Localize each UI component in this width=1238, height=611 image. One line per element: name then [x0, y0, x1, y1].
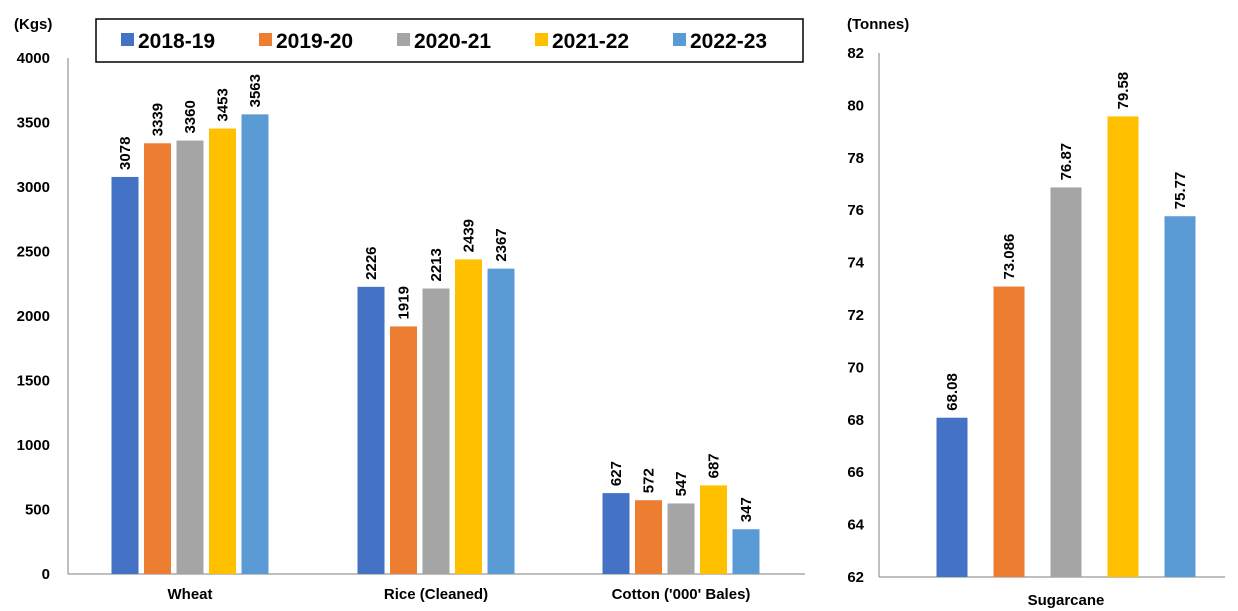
legend-label-2020-21: 2020-21 — [414, 30, 491, 53]
bar-wheat-2018-19 — [111, 176, 139, 575]
legend-swatch-2019-20 — [259, 33, 272, 46]
left-category-labels: Wheat Rice (Cleaned) Cotton ('000' Bales… — [168, 586, 751, 603]
bar-wheat-2021-22 — [209, 128, 236, 575]
right-y-tick-label: 68 — [847, 412, 864, 429]
bar-rice-cleaned-2019-20 — [390, 326, 417, 574]
left-y-tick-label: 500 — [25, 502, 50, 519]
legend-swatch-2018-19 — [121, 33, 134, 46]
left-y-ticks: 0 500 1000 1500 2000 2500 3000 3500 4000 — [17, 50, 50, 583]
data-label-cotton-000-bales-2019-20: 572 — [641, 468, 658, 493]
data-label-rice-cleaned-2019-20: 1919 — [396, 286, 413, 319]
right-y-tick-label: 76 — [847, 202, 864, 219]
data-label-wheat-2018-19: 3078 — [117, 137, 134, 170]
right-y-tick-label: 70 — [847, 359, 864, 376]
data-label-rice-cleaned-2021-22: 2439 — [461, 219, 478, 252]
right-unit-label: (Tonnes) — [847, 16, 909, 33]
bar-cotton-000-bales-2021-22 — [700, 485, 727, 574]
right-y-tick-label: 74 — [847, 255, 864, 272]
left-chart: (Kgs) 0 500 1000 1500 2000 2500 3000 3500 4000 3… — [14, 16, 805, 603]
left-unit-label: (Kgs) — [14, 16, 52, 33]
bar-wheat-2019-20 — [144, 143, 171, 575]
data-label-rice-cleaned-2018-19: 2226 — [363, 246, 380, 279]
data-label-cotton-000-bales-2020-21: 547 — [673, 471, 690, 496]
left-bars — [111, 114, 760, 575]
data-label-wheat-2021-22: 3453 — [215, 88, 232, 121]
legend-swatch-2022-23 — [673, 33, 686, 46]
legend-label-2021-22: 2021-22 — [552, 30, 629, 53]
bar-rice-cleaned-2018-19 — [357, 286, 385, 574]
right-y-tick-label: 80 — [847, 97, 864, 114]
bar-wheat-2020-21 — [176, 140, 204, 574]
data-label-sugarcane-2018-19: 68.08 — [944, 373, 961, 411]
data-label-sugarcane-2020-21: 76.87 — [1058, 143, 1075, 181]
bar-rice-cleaned-2022-23 — [487, 268, 515, 574]
legend-label-2019-20: 2019-20 — [276, 30, 353, 53]
right-bars — [936, 116, 1196, 578]
left-y-tick-label: 3000 — [17, 179, 50, 196]
right-y-tick-label: 64 — [847, 517, 864, 534]
bar-sugarcane-2021-22 — [1107, 116, 1139, 578]
bar-cotton-000-bales-2018-19 — [602, 493, 630, 574]
data-label-cotton-000-bales-2022-23: 347 — [738, 497, 755, 522]
left-y-tick-label: 2500 — [17, 244, 50, 261]
legend-swatch-2020-21 — [397, 33, 410, 46]
category-label-rice: Rice (Cleaned) — [384, 586, 488, 603]
category-label-sugarcane: Sugarcane — [1028, 592, 1105, 609]
left-y-tick-label: 4000 — [17, 50, 50, 67]
right-y-ticks: 62 64 66 68 70 72 74 76 78 80 82 — [847, 45, 864, 586]
legend-items: 2018-19 2019-20 2020-21 2021-22 2022-23 — [121, 30, 767, 53]
bar-sugarcane-2020-21 — [1050, 187, 1082, 577]
data-label-wheat-2022-23: 3563 — [247, 74, 264, 107]
data-label-wheat-2020-21: 3360 — [182, 100, 199, 133]
left-y-tick-label: 2000 — [17, 308, 50, 325]
left-y-tick-label: 3500 — [17, 115, 50, 132]
data-label-cotton-000-bales-2021-22: 687 — [706, 453, 723, 478]
data-label-cotton-000-bales-2018-19: 627 — [608, 461, 625, 486]
bar-cotton-000-bales-2022-23 — [732, 529, 760, 574]
data-label-rice-cleaned-2022-23: 2367 — [493, 228, 510, 261]
bar-sugarcane-2018-19 — [936, 417, 968, 577]
data-label-sugarcane-2022-23: 75.77 — [1172, 172, 1189, 210]
data-label-rice-cleaned-2020-21: 2213 — [428, 248, 445, 281]
data-label-sugarcane-2019-20: 73.086 — [1001, 234, 1018, 280]
legend-swatch-2021-22 — [535, 33, 548, 46]
bar-sugarcane-2022-23 — [1164, 216, 1196, 577]
right-y-tick-label: 82 — [847, 45, 864, 62]
data-label-wheat-2019-20: 3339 — [150, 103, 167, 136]
bar-cotton-000-bales-2020-21 — [667, 503, 695, 574]
left-data-labels: 3078 3339 3360 3453 3563 2226 1919 2213 2439 2367… — [117, 74, 755, 522]
legend-label-2018-19: 2018-19 — [138, 30, 215, 53]
bar-rice-cleaned-2020-21 — [422, 288, 450, 574]
bar-rice-cleaned-2021-22 — [455, 259, 482, 574]
legend-label-2022-23: 2022-23 — [690, 30, 767, 53]
category-label-wheat: Wheat — [168, 586, 213, 603]
left-y-tick-label: 1000 — [17, 437, 50, 454]
left-y-tick-label: 1500 — [17, 373, 50, 390]
category-label-cotton: Cotton ('000' Bales) — [612, 586, 751, 603]
left-y-tick-label: 0 — [42, 566, 50, 583]
bar-cotton-000-bales-2019-20 — [635, 500, 662, 574]
data-label-sugarcane-2021-22: 79.58 — [1115, 72, 1132, 110]
right-data-labels: 68.08 73.086 76.87 79.58 75.77 — [944, 72, 1189, 411]
bar-wheat-2022-23 — [241, 114, 269, 575]
right-chart: (Tonnes) 62 64 66 68 70 72 74 76 78 80 82 68.08 73.… — [847, 16, 1225, 609]
bar-sugarcane-2019-20 — [993, 286, 1025, 577]
right-y-tick-label: 66 — [847, 464, 864, 481]
right-y-tick-label: 72 — [847, 307, 864, 324]
right-y-tick-label: 62 — [847, 569, 864, 586]
right-y-tick-label: 78 — [847, 150, 864, 167]
legend: 2018-19 2019-20 2020-21 2021-22 2022-23 — [95, 18, 804, 63]
